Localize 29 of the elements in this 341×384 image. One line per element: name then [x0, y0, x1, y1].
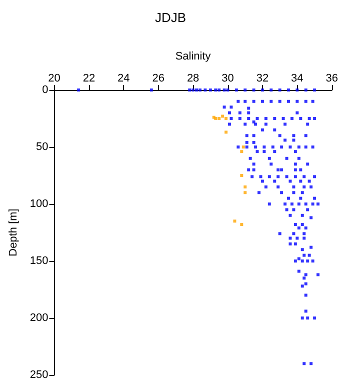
y-tick-label: 100 — [30, 198, 48, 210]
point — [244, 185, 247, 188]
x-tick-label: 36 — [326, 72, 338, 84]
point — [218, 117, 221, 120]
point — [221, 114, 224, 118]
point — [242, 146, 245, 148]
point — [224, 117, 228, 120]
x-tick-label: 24 — [118, 72, 130, 84]
x-tick-label: 28 — [186, 72, 200, 84]
x-tick-label: 20 — [48, 72, 60, 84]
x-tick-label: 32 — [256, 72, 269, 84]
y-tick-label: 250 — [30, 369, 48, 381]
y-tick-label: 0 — [42, 84, 48, 96]
chart-title: JDJB — [154, 10, 186, 25]
point — [240, 174, 244, 177]
x-tick-label: 34 — [291, 72, 304, 84]
x-axis-title: Salinity — [175, 50, 212, 62]
x-tick-label: 22 — [82, 72, 96, 84]
point — [244, 191, 247, 194]
y-tick-label: 150 — [30, 255, 48, 267]
y-tick-label: 50 — [36, 141, 48, 153]
point — [240, 223, 244, 226]
point — [233, 220, 236, 223]
point — [224, 130, 228, 134]
y-axis-title: Depth [m] — [8, 208, 20, 256]
x-tick-label: 30 — [222, 72, 234, 84]
x-tick-label: 26 — [152, 72, 164, 84]
y-tick-label: 200 — [30, 312, 48, 324]
point — [240, 150, 244, 154]
